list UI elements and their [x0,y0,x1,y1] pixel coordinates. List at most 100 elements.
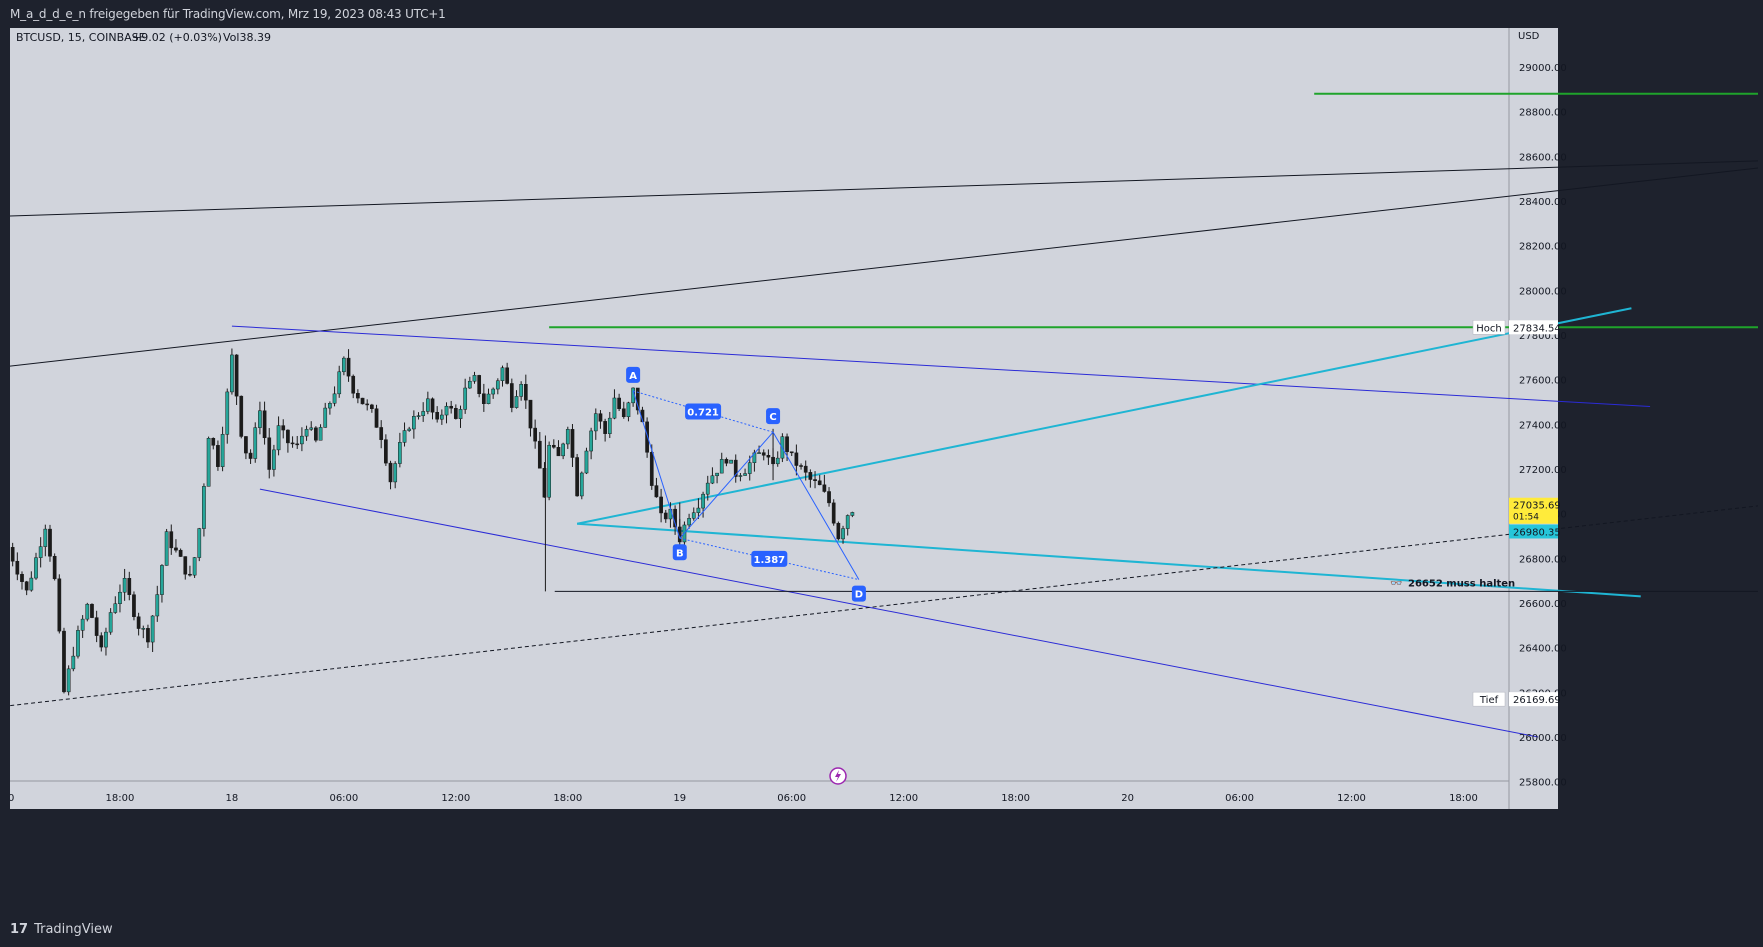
pattern-leg [679,431,774,539]
candle-down [20,573,24,582]
candle-down [766,455,771,458]
candle-up [122,578,127,593]
candle-down [477,375,482,394]
candle-down [351,375,356,394]
dashed-trend-line[interactable] [10,424,1758,708]
candle-up [332,393,337,404]
price-tick-label: 27600.00 [1519,376,1567,387]
cyan-up-line[interactable] [576,307,1632,525]
legend-symbol[interactable]: BTCUSD, 15, COINBASE [16,31,146,44]
candle-up [426,398,430,412]
candle-down [365,403,370,406]
candle-up [393,463,398,483]
price-tick-label: 28000.00 [1519,286,1567,297]
candle-down [533,427,537,442]
candle-down [453,407,458,419]
candle-up [141,628,146,630]
low-badge [1509,692,1558,707]
high-badge-tag-label: Hoch [1476,323,1501,334]
candle-up [104,631,108,648]
candle-down [808,472,813,480]
price-tick-label: 26800.00 [1519,554,1567,565]
time-tick-label: 00 [10,793,14,804]
time-tick-label: 12:00 [441,793,470,804]
candle-down [505,367,510,384]
candle-down [598,413,603,422]
cyan-down-line[interactable] [577,522,1641,598]
candle-down [794,452,799,466]
candle-down [132,594,136,617]
candle-up [272,449,276,470]
pattern-ratio-label: 1.387 [754,555,786,566]
candle-down [146,628,150,643]
black-upper-2-line[interactable] [10,138,1758,217]
candle-up [579,472,584,497]
plot-background [10,28,1509,809]
pattern-point-label: B [676,548,684,559]
time-tick-label: 18 [226,793,239,804]
candle-down [239,395,244,437]
candle-down [831,502,836,524]
candle-down [789,451,794,454]
countdown-value: 01:54 [1513,513,1539,523]
candle-up [328,403,332,409]
candle-up [467,380,472,389]
candle-down [10,547,15,562]
candle-down [169,531,174,549]
candle-up [775,457,780,465]
candle-up [715,472,719,477]
candle-up [43,528,48,547]
alert-bolt-icon[interactable] [829,767,847,785]
binoculars-icon: 👓 [1390,578,1402,589]
brand-name: TradingView [34,922,113,937]
candle-up [337,371,342,395]
candle-down [570,429,575,458]
candle-up [500,367,505,381]
time-tick-label: 18:00 [1001,793,1030,804]
candle-down [523,384,528,401]
candle-down [817,480,822,486]
pattern-point-a[interactable] [626,366,641,383]
blue-top-line[interactable] [231,325,1651,407]
candle-up [197,528,202,558]
candle-down [542,467,547,498]
candle-down [663,512,668,520]
candle-up [472,375,477,382]
candle-up [463,387,468,410]
candle-down [248,452,253,459]
abcd-pattern[interactable]: A B C D 0.721 1.387 [626,366,866,602]
price-axis-background [1509,28,1558,809]
candle-up [561,443,565,457]
candle-up [668,508,673,520]
support-annotation: 26652 muss halten [1408,578,1515,589]
pattern-point-d[interactable] [851,585,866,602]
candle-up [705,482,710,495]
candle-up [444,405,449,416]
candle-down [785,436,789,452]
candle-down [575,457,579,497]
candle-down [551,444,556,448]
blue-bottom-line[interactable] [259,488,1539,738]
candle-down [52,556,57,580]
current-price-badge [1509,497,1558,524]
candle-up [398,442,402,464]
black-upper-1-line[interactable] [10,87,1758,368]
time-tick-label: 06:00 [777,793,806,804]
candle-up [113,603,118,613]
pattern-point-c[interactable] [766,408,781,425]
price-tick-label: 27400.00 [1519,420,1567,431]
brand[interactable]: 17 TradingView [10,922,113,937]
candle-up [342,357,346,373]
candle-up [318,427,323,441]
trend-lines[interactable]: 28880👓26652 muss halten [10,81,1758,784]
bid-badge-value: 26980.35 [1513,527,1561,538]
candle-down [127,578,132,595]
candle-up [747,462,752,474]
pattern-point-b[interactable] [672,544,687,561]
time-axis[interactable]: 00 18:00 18 06:00 12:00 18:00 19 06:00 12:00 18:0… [10,793,1478,804]
footer-bar: 17 TradingView [0,913,1763,947]
current-price-value: 27035.69 [1513,501,1561,512]
candle-up [34,557,38,579]
candle-up [38,546,43,558]
